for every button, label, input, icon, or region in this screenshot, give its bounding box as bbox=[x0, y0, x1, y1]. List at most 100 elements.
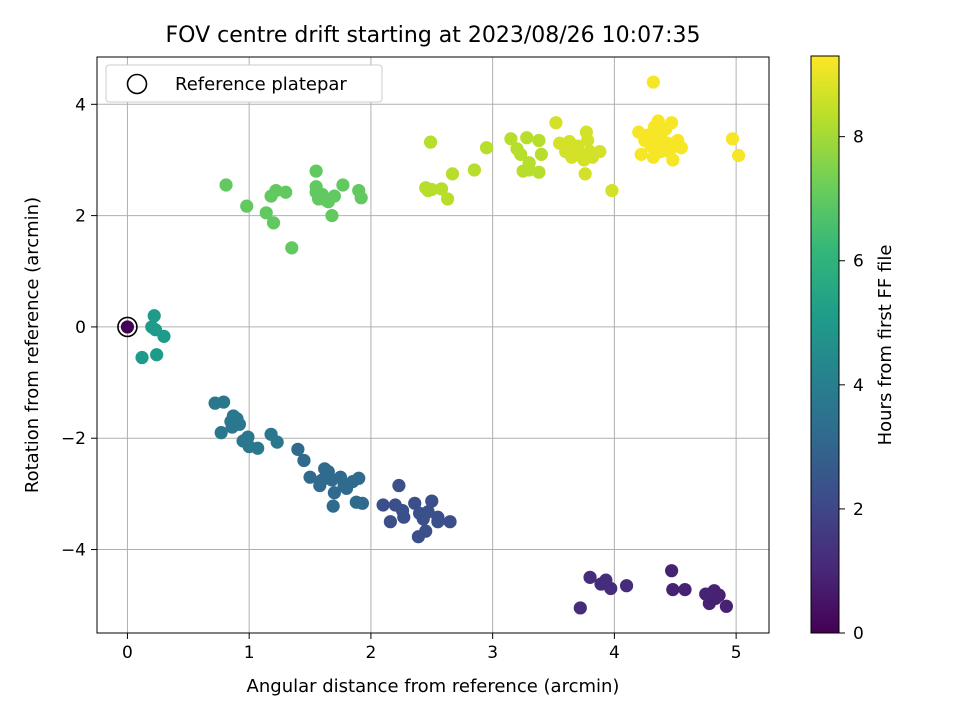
data-point bbox=[309, 180, 323, 194]
data-point bbox=[383, 515, 397, 529]
data-point bbox=[150, 348, 164, 362]
data-point bbox=[678, 582, 692, 597]
data-point bbox=[665, 116, 679, 130]
data-point bbox=[327, 486, 341, 500]
legend: Reference platepar bbox=[105, 64, 383, 103]
legend-reference-marker bbox=[126, 73, 148, 95]
colorbar-ticks: 0 2 4 6 8 bbox=[839, 128, 864, 644]
data-point bbox=[423, 135, 438, 149]
data-point bbox=[279, 185, 293, 199]
reference-platepar-marker bbox=[117, 316, 138, 338]
data-point bbox=[135, 350, 149, 365]
data-point bbox=[266, 216, 281, 230]
data-point bbox=[303, 470, 317, 484]
x-tick-label: 0 bbox=[122, 643, 133, 663]
data-point bbox=[520, 131, 534, 145]
data-point bbox=[270, 435, 284, 449]
data-point bbox=[425, 494, 439, 508]
data-point bbox=[219, 178, 233, 192]
data-point bbox=[421, 505, 435, 519]
data-point bbox=[336, 178, 350, 192]
y-axis-ticks: −4 −2 0 2 4 bbox=[61, 95, 97, 561]
data-point bbox=[731, 148, 746, 163]
data-point bbox=[269, 183, 283, 198]
legend-entry-reference-platepar: Reference platepar bbox=[175, 74, 347, 95]
x-tick-label: 1 bbox=[244, 643, 255, 663]
data-point bbox=[285, 241, 299, 255]
data-point bbox=[120, 320, 135, 334]
chart-title: FOV centre drift starting at 2023/08/26 … bbox=[166, 23, 701, 48]
y-tick-label: −2 bbox=[61, 429, 86, 449]
colorbar-tick-label: 6 bbox=[853, 252, 864, 272]
data-point bbox=[425, 182, 439, 197]
y-axis-label: Rotation from reference (arcmin) bbox=[22, 197, 43, 493]
data-point bbox=[571, 139, 585, 153]
data-point bbox=[147, 309, 161, 323]
data-point bbox=[725, 132, 740, 146]
data-point bbox=[646, 75, 660, 89]
data-point bbox=[619, 579, 634, 593]
x-axis-label: Angular distance from reference (arcmin) bbox=[247, 676, 620, 697]
data-point bbox=[604, 581, 618, 596]
data-point bbox=[467, 163, 481, 177]
data-point bbox=[674, 141, 688, 155]
data-point bbox=[157, 329, 171, 343]
colorbar-tick-label: 2 bbox=[853, 500, 864, 520]
data-point bbox=[214, 426, 228, 440]
data-point bbox=[251, 441, 265, 455]
data-point bbox=[532, 165, 546, 179]
data-point bbox=[434, 182, 449, 196]
data-point bbox=[445, 167, 460, 181]
y-tick-label: 4 bbox=[75, 95, 86, 115]
data-point bbox=[327, 189, 341, 203]
colorbar-tick-label: 0 bbox=[853, 624, 864, 644]
y-tick-label: −4 bbox=[61, 541, 86, 561]
data-point bbox=[583, 570, 597, 584]
data-point bbox=[578, 167, 592, 181]
data-point bbox=[634, 147, 648, 161]
data-point bbox=[309, 164, 323, 178]
plot-frame bbox=[96, 56, 770, 634]
data-point bbox=[699, 587, 713, 601]
data-point bbox=[719, 599, 733, 613]
data-points bbox=[120, 75, 746, 615]
data-point bbox=[419, 524, 433, 538]
data-point bbox=[315, 473, 329, 487]
plot-area: 0 1 2 3 4 5 −4 −2 0 2 4 bbox=[61, 56, 770, 663]
y-tick-label: 0 bbox=[75, 318, 86, 338]
data-point bbox=[217, 395, 231, 409]
data-point bbox=[532, 133, 546, 148]
y-tick-label: 2 bbox=[75, 207, 86, 227]
data-point bbox=[666, 153, 680, 167]
data-point bbox=[654, 145, 668, 159]
data-point bbox=[504, 132, 518, 146]
x-tick-label: 5 bbox=[731, 643, 742, 663]
colorbar-tick-label: 8 bbox=[853, 128, 864, 148]
x-tick-label: 2 bbox=[365, 643, 376, 663]
colorbar-gradient bbox=[811, 56, 839, 633]
data-point bbox=[593, 145, 607, 159]
data-point bbox=[408, 496, 422, 510]
colorbar-label: Hours from first FF file bbox=[875, 245, 896, 446]
legend-box bbox=[105, 64, 383, 103]
colorbar-frame bbox=[810, 55, 840, 634]
data-point bbox=[325, 209, 339, 223]
data-point bbox=[441, 192, 455, 206]
x-tick-label: 4 bbox=[609, 643, 620, 663]
reference-marker-group bbox=[117, 316, 138, 338]
data-point bbox=[573, 601, 587, 615]
data-point bbox=[666, 582, 680, 597]
data-point bbox=[605, 183, 619, 198]
data-point bbox=[355, 496, 369, 510]
data-point bbox=[443, 515, 457, 529]
data-point bbox=[665, 564, 679, 578]
colorbar-tick-label: 4 bbox=[853, 376, 864, 396]
data-point bbox=[431, 515, 445, 529]
data-point bbox=[479, 141, 494, 155]
data-point bbox=[297, 453, 311, 468]
data-point bbox=[397, 510, 411, 524]
data-point bbox=[392, 478, 406, 493]
data-point bbox=[225, 420, 239, 434]
grid bbox=[97, 57, 769, 633]
